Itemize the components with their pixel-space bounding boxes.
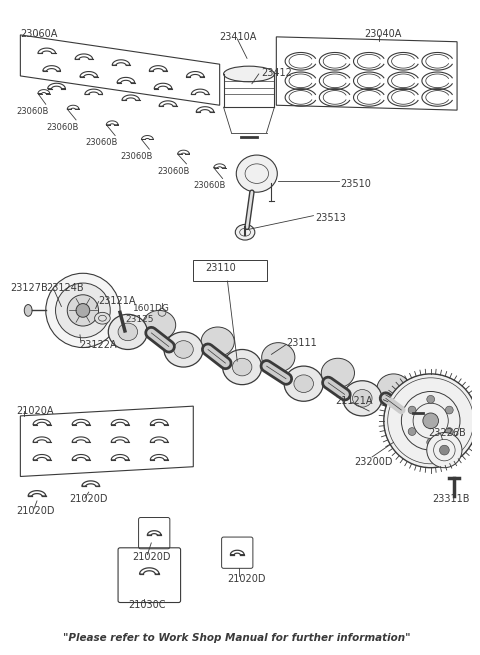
Circle shape [384, 374, 478, 468]
Ellipse shape [394, 396, 432, 430]
Ellipse shape [223, 350, 262, 384]
Ellipse shape [174, 341, 193, 358]
Ellipse shape [294, 375, 313, 392]
Ellipse shape [201, 327, 234, 356]
Text: 23125: 23125 [125, 315, 154, 324]
Circle shape [46, 273, 120, 348]
Text: 23311B: 23311B [432, 494, 470, 504]
Text: 23060B: 23060B [86, 138, 118, 147]
Text: 23060A: 23060A [20, 29, 58, 39]
Ellipse shape [232, 358, 252, 376]
Circle shape [427, 432, 462, 468]
Ellipse shape [235, 225, 255, 240]
Text: 23060B: 23060B [157, 167, 190, 176]
Circle shape [445, 428, 453, 436]
Text: 23226B: 23226B [428, 428, 466, 438]
Circle shape [445, 406, 453, 414]
Text: 23111: 23111 [286, 338, 317, 348]
Ellipse shape [377, 374, 410, 403]
Text: 23127B: 23127B [11, 283, 48, 293]
Ellipse shape [24, 305, 32, 316]
Circle shape [423, 413, 439, 428]
Text: "Please refer to Work Shop Manual for further information": "Please refer to Work Shop Manual for fu… [63, 633, 411, 643]
Ellipse shape [143, 310, 176, 340]
Circle shape [56, 283, 110, 338]
Text: 23110: 23110 [205, 263, 236, 272]
Text: 23121A: 23121A [98, 296, 136, 306]
Ellipse shape [284, 366, 323, 402]
Ellipse shape [262, 343, 295, 372]
Text: 23060B: 23060B [16, 107, 49, 116]
Text: 21020D: 21020D [16, 506, 55, 515]
Text: 21020A: 21020A [16, 406, 54, 416]
Ellipse shape [343, 381, 382, 416]
Text: 23200D: 23200D [355, 457, 393, 467]
Circle shape [67, 295, 98, 326]
Circle shape [408, 406, 416, 414]
Ellipse shape [108, 314, 147, 350]
Circle shape [408, 428, 416, 436]
Ellipse shape [164, 332, 203, 367]
Circle shape [388, 378, 474, 464]
Text: 23122A: 23122A [79, 340, 117, 350]
Text: 23513: 23513 [315, 213, 346, 223]
Text: 21020D: 21020D [132, 552, 171, 562]
Ellipse shape [95, 312, 110, 324]
Circle shape [427, 396, 434, 403]
Text: 23060B: 23060B [47, 123, 79, 132]
Text: 23510: 23510 [340, 179, 371, 189]
Circle shape [427, 438, 434, 446]
Ellipse shape [224, 66, 275, 82]
Ellipse shape [236, 155, 277, 192]
Text: 23060B: 23060B [193, 181, 226, 191]
Circle shape [440, 445, 449, 455]
Text: 23412: 23412 [262, 68, 292, 78]
Text: 21121A: 21121A [335, 396, 372, 406]
Text: 23040A: 23040A [364, 29, 402, 39]
Circle shape [76, 303, 90, 317]
Text: 21030C: 21030C [128, 599, 165, 610]
Text: 23060B: 23060B [120, 152, 152, 161]
Text: 23410A: 23410A [220, 32, 257, 42]
Ellipse shape [403, 404, 423, 422]
Ellipse shape [352, 390, 372, 407]
Text: 1601DG: 1601DG [132, 303, 169, 312]
Ellipse shape [321, 358, 355, 388]
Text: 23124B: 23124B [46, 283, 84, 293]
Text: 21020D: 21020D [69, 494, 108, 504]
Ellipse shape [118, 323, 138, 341]
Text: 21020D: 21020D [228, 574, 266, 584]
